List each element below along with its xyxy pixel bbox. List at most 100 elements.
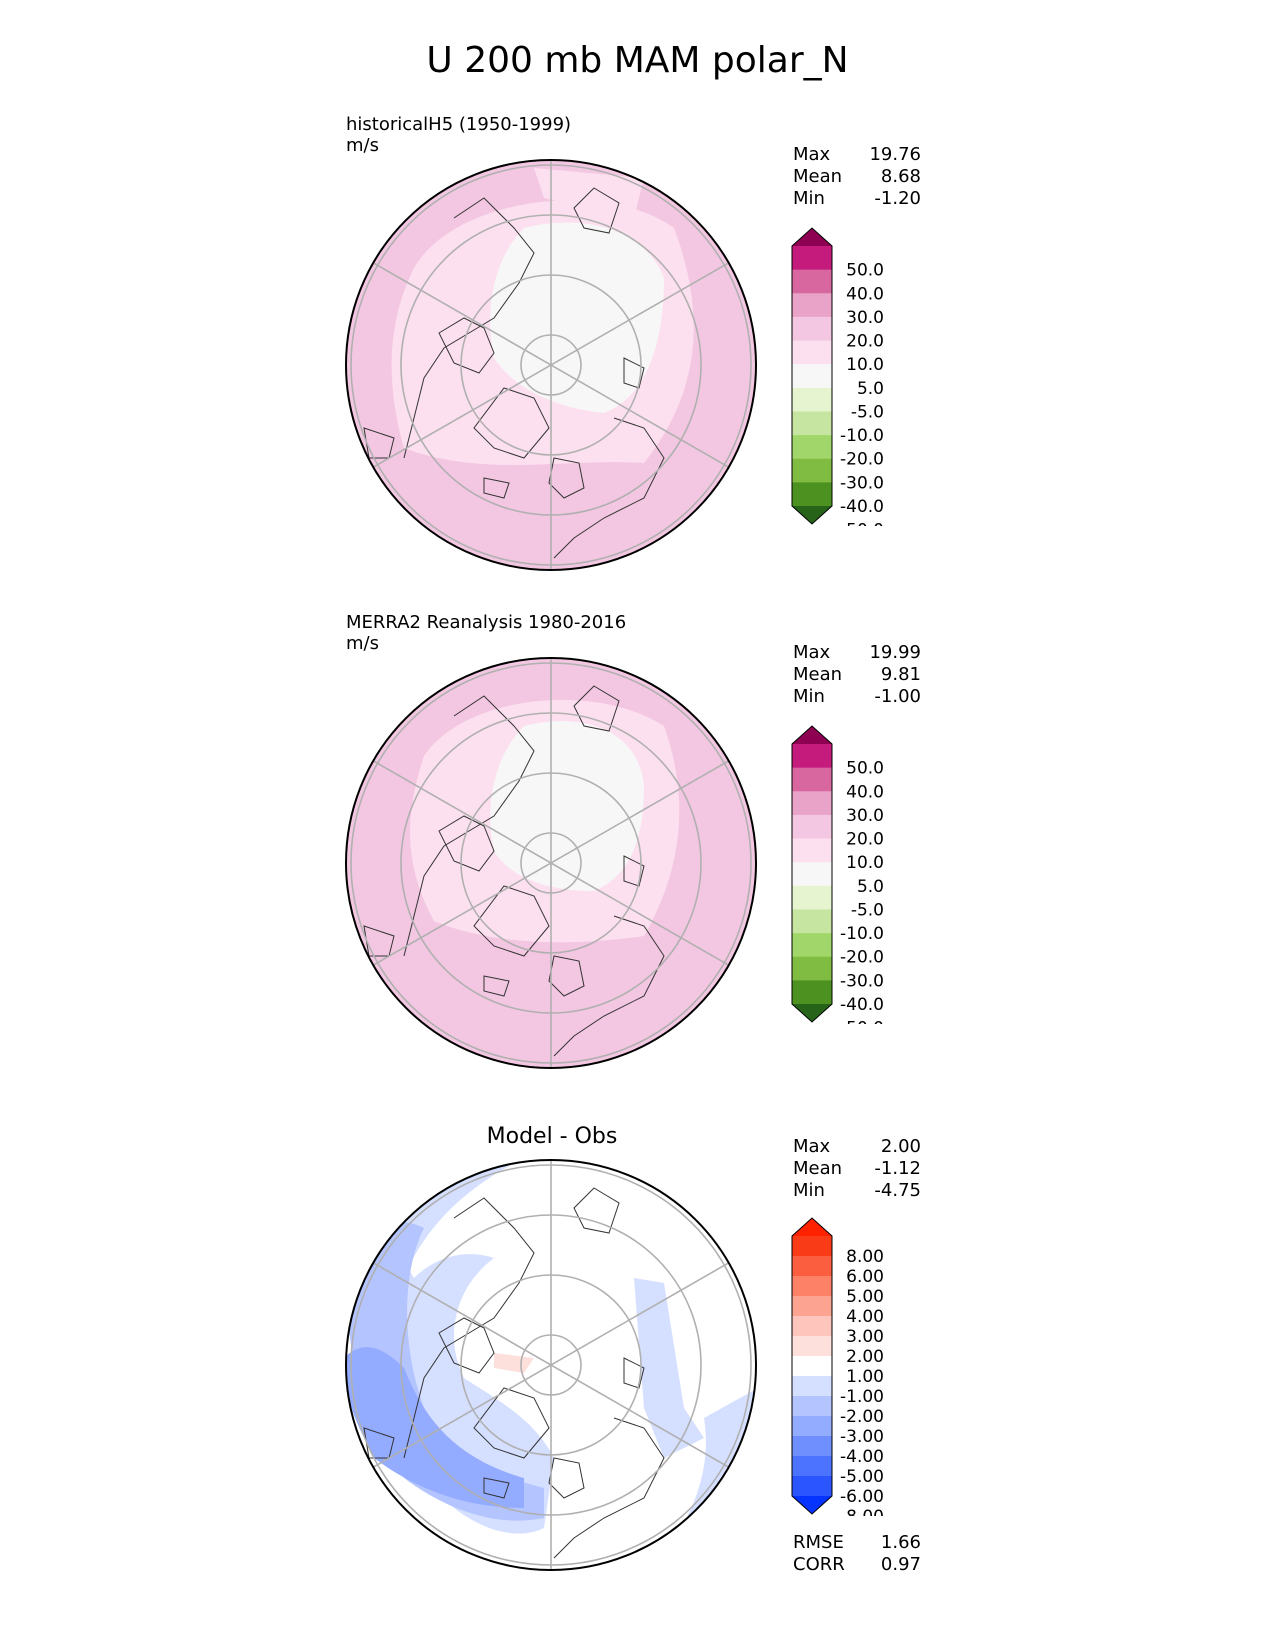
dataset-label: historicalH5 (1950-1999) [346,114,572,135]
mean-label: Mean [793,1158,843,1179]
colorbar: 50.0 40.0 30.0 20.0 10.0 5.0 -5.0 -10.0 -20.0 -30… [791,725,884,1024]
units-label: m/s [346,633,379,654]
colorbar-segment [792,744,832,769]
stats-box: Max 2.00 Mean -1.12 Min -4.75 [793,1136,921,1202]
colorbar-tick-label: 40.0 [846,284,884,304]
colorbar-tick-label: 10.0 [846,355,884,375]
rmse-label: RMSE [793,1532,844,1553]
colorbar-segment [792,980,832,1005]
panel-difference: Model - Obs [0,1110,1275,1580]
colorbar-segment [792,838,832,863]
min-value: -4.75 [874,1180,921,1201]
colorbar-tick-label: -50.0 [840,521,884,526]
colorbar-tick-label: 50.0 [846,759,884,779]
error-stats: RMSE 1.66 CORR 0.97 [793,1532,921,1576]
colorbar-tick-label: -3.00 [840,1427,884,1447]
figure-title: U 200 mb MAM polar_N [426,40,849,81]
colorbar-segment [792,1356,832,1377]
colorbar-tick-label: 5.0 [857,379,884,399]
colorbar-tick-label: -1.00 [840,1387,884,1407]
max-label: Max [793,144,831,165]
colorbar-segment [792,458,832,483]
panel-label: historicalH5 (1950-1999) m/s [346,114,571,156]
colorbar-segment [792,767,832,792]
colorbar-segment [792,1276,832,1297]
colorbar-tick-label: -5.0 [851,900,884,920]
colorbar-tick-label: 20.0 [846,830,884,850]
polar-map [345,657,757,1069]
colorbar: 8.006.005.004.003.002.001.00-1.00-2.00-3… [791,1217,884,1516]
colorbar-segment [792,1336,832,1357]
units-label: m/s [346,135,379,156]
min-label: Min [793,188,825,209]
difference-title: Model - Obs [486,1124,618,1149]
colorbar-outline [791,725,833,1023]
colorbar-tick-label: 5.00 [846,1287,884,1307]
colorbar-segment [792,1456,832,1477]
rmse-value: 1.66 [880,1532,921,1553]
colorbar-tick-label: 2.00 [846,1347,884,1367]
polar-map [345,1159,757,1571]
panel-label: MERRA2 Reanalysis 1980-2016 m/s [346,612,626,654]
dataset-label: MERRA2 Reanalysis 1980-2016 [346,612,627,633]
colorbar-tick-label: -20.0 [840,450,884,470]
max-value: 19.76 [869,144,921,165]
min-label: Min [793,686,825,707]
corr-value: 0.97 [880,1554,921,1575]
colorbar-extend-max [792,228,832,246]
stats-box: Max 19.99 Mean 9.81 Min -1.00 [793,642,921,708]
colorbar-segment [792,1316,832,1337]
colorbar-tick-label: 8.00 [846,1247,884,1267]
coastlines [363,187,665,559]
colorbar-tick-label: -20.0 [840,948,884,968]
colorbar-extend-min [792,1496,832,1514]
colorbar-extend-max [792,1218,832,1236]
colorbar-segment [792,791,832,816]
min-value: -1.00 [874,686,921,707]
colorbar-segment [792,1376,832,1397]
colorbar-segment [792,1396,832,1417]
colorbar-tick-label: 3.00 [846,1327,884,1347]
colorbar: 50.0 40.0 30.0 20.0 10.0 5.0 -5.0 -10.0 -20.0 -30… [791,227,884,526]
colorbar-segment [792,1296,832,1317]
colorbar-tick-label: 1.00 [846,1367,884,1387]
colorbar-tick-label: 40.0 [846,782,884,802]
colorbar-tick-label: 30.0 [846,308,884,328]
colorbar-tick-label: -10.0 [840,426,884,446]
colorbar-tick-label: -10.0 [840,924,884,944]
max-label: Max [793,642,831,663]
mean-label: Mean [793,166,843,187]
corr-label: CORR [793,1554,845,1575]
mean-value: 8.68 [880,166,921,187]
mean-value: 9.81 [880,664,921,685]
colorbar-segment [792,862,832,887]
colorbar-tick-label: -8.00 [840,1507,884,1516]
colorbar-segment [792,1476,832,1497]
colorbar-extend-max [792,726,832,744]
colorbar-tick-label: 50.0 [846,261,884,281]
max-value: 2.00 [880,1136,921,1157]
colorbar-tick-label: -40.0 [840,995,884,1015]
colorbar-segment [792,387,832,412]
stats-box: Max 19.76 Mean 8.68 Min -1.20 [793,144,921,210]
colorbar-tick-label: -30.0 [840,971,884,991]
colorbar-tick-label: -6.00 [840,1487,884,1507]
colorbar-tick-label: -40.0 [840,497,884,517]
colorbar-segment [792,316,832,342]
colorbar-segment [792,482,832,507]
min-value: -1.20 [874,188,921,209]
colorbar-segment [792,340,832,365]
panel-model: historicalH5 (1950-1999) m/s [0,114,1275,584]
colorbar-tick-label: 20.0 [846,332,884,352]
mean-label: Mean [793,664,843,685]
colorbar-tick-label: -2.00 [840,1407,884,1427]
colorbar-outline [791,1217,833,1515]
colorbar-segment [792,1256,832,1277]
colorbar-extend-min [792,1004,832,1022]
colorbar-tick-label: -4.00 [840,1447,884,1467]
colorbar-segment [792,269,832,294]
colorbar-tick-label: 4.00 [846,1307,884,1327]
max-value: 19.99 [869,642,921,663]
colorbar-segment [792,933,832,958]
colorbar-tick-label: 30.0 [846,806,884,826]
